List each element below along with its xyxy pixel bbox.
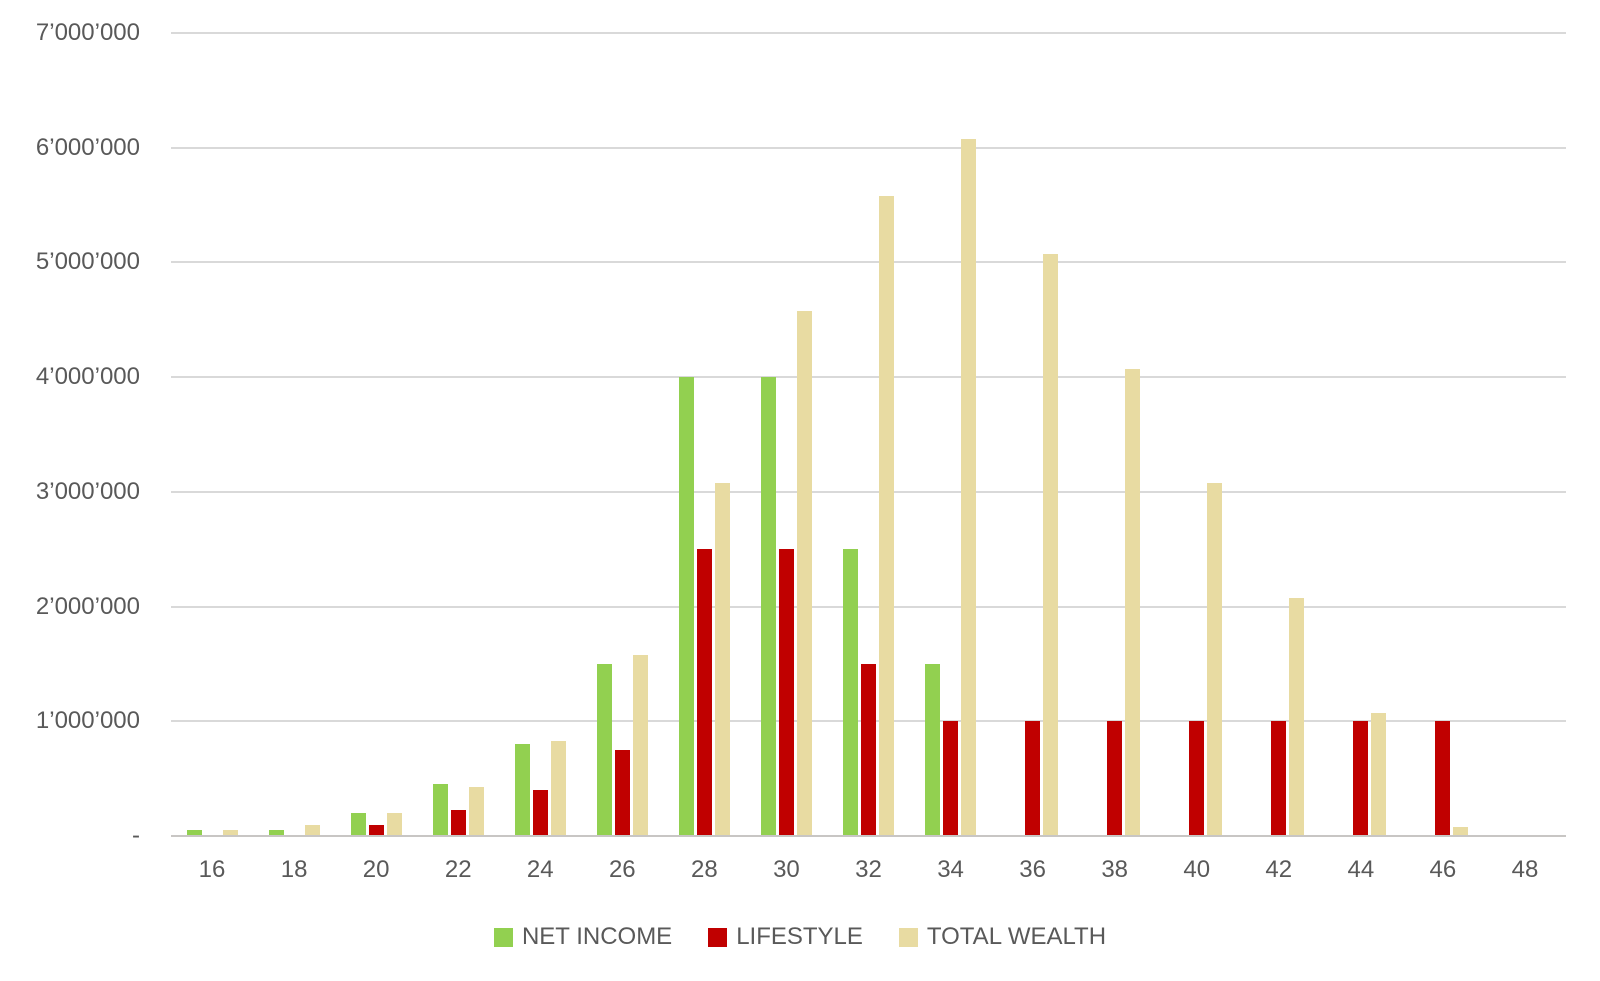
bar-total-wealth-age-24 [550, 741, 566, 836]
x-axis-tick-label-28: 28 [691, 856, 718, 883]
gridline-2000000 [171, 605, 1566, 608]
x-axis-tick-label-22: 22 [444, 856, 472, 883]
x-axis-tick-label-42: 42 [1265, 856, 1293, 883]
legend-swatch-net-income-icon [493, 927, 513, 947]
x-axis-line [171, 835, 1566, 837]
bar-net-income-age-16 [186, 830, 202, 836]
bar-total-wealth-age-40 [1207, 483, 1223, 836]
bar-total-wealth-age-30 [796, 311, 812, 836]
bar-net-income-age-34 [925, 663, 941, 836]
bar-net-income-age-20 [350, 813, 366, 836]
bar-lifestyle-age-44 [1353, 721, 1369, 836]
bar-lifestyle-age-30 [778, 549, 794, 836]
bar-net-income-age-30 [760, 377, 776, 836]
bar-total-wealth-age-34 [961, 139, 977, 836]
bar-lifestyle-age-34 [943, 721, 959, 836]
gridline-7000000 [171, 32, 1566, 34]
y-axis-tick-label-0: - [132, 822, 140, 849]
bar-total-wealth-age-38 [1125, 368, 1141, 836]
bar-total-wealth-age-46 [1453, 827, 1469, 836]
x-axis-tick-label-46: 46 [1429, 856, 1457, 883]
y-axis-tick-label-3000000: 3’000’000 [35, 477, 140, 505]
y-axis-tick-label-4000000: 4’000’000 [35, 363, 140, 391]
bar-lifestyle-age-42 [1271, 721, 1287, 836]
gridline-6000000 [171, 146, 1566, 149]
bar-lifestyle-age-32 [861, 663, 876, 836]
x-axis-tick-label-40: 40 [1183, 856, 1211, 883]
x-axis-tick-label-20: 20 [362, 856, 390, 883]
legend-item-net-income: NET INCOME [493, 923, 673, 951]
bar-lifestyle-age-20 [368, 824, 384, 836]
x-axis-tick-label-36: 36 [1019, 856, 1046, 883]
bar-net-income-age-18 [268, 830, 284, 836]
legend-label-lifestyle: LIFESTYLE [736, 923, 863, 950]
x-axis-tick-label-38: 38 [1101, 856, 1129, 883]
bar-net-income-age-28 [678, 377, 694, 836]
bar-total-wealth-age-36 [1043, 253, 1059, 836]
y-axis-tick-label-2000000: 2’000’000 [35, 592, 140, 620]
x-axis-tick-label-34: 34 [937, 856, 964, 883]
bar-net-income-age-26 [596, 663, 612, 836]
bar-total-wealth-age-16 [222, 830, 238, 836]
y-axis-tick-label-7000000: 7’000’000 [35, 19, 140, 46]
bar-lifestyle-age-26 [614, 749, 630, 836]
bar-lifestyle-age-28 [696, 549, 712, 836]
bar-total-wealth-age-42 [1289, 597, 1305, 836]
bar-total-wealth-age-22 [468, 787, 484, 836]
bar-net-income-age-22 [432, 784, 448, 836]
x-axis-tick-label-32: 32 [855, 856, 882, 883]
bar-total-wealth-age-44 [1371, 712, 1387, 836]
bar-total-wealth-age-18 [304, 824, 320, 836]
bar-total-wealth-age-28 [714, 483, 730, 836]
bar-lifestyle-age-36 [1025, 721, 1041, 836]
bar-net-income-age-32 [843, 549, 858, 836]
bar-net-income-age-24 [514, 744, 530, 836]
legend-label-net-income: NET INCOME [521, 923, 673, 950]
x-axis-tick-label-30: 30 [773, 856, 800, 883]
gridline-5000000 [171, 261, 1566, 264]
bar-lifestyle-age-22 [450, 810, 466, 836]
gridline-4000000 [171, 376, 1566, 379]
bar-lifestyle-age-38 [1107, 721, 1123, 836]
legend-item-lifestyle: LIFESTYLE [708, 923, 863, 951]
gridline-3000000 [171, 490, 1566, 493]
x-axis-tick-label-18: 18 [280, 856, 308, 883]
x-axis-tick-label-16: 16 [198, 856, 226, 883]
y-axis-tick-label-6000000: 6’000’000 [35, 133, 140, 161]
y-axis-tick-label-1000000: 1’000’000 [35, 707, 140, 735]
bar-total-wealth-age-32 [879, 196, 894, 836]
bar-total-wealth-age-20 [386, 813, 402, 836]
x-axis-tick-label-26: 26 [608, 856, 636, 883]
y-axis-tick-label-5000000: 5’000’000 [35, 248, 140, 276]
bar-lifestyle-age-46 [1435, 721, 1451, 836]
legend-swatch-total-wealth-icon [898, 927, 918, 947]
bar-total-wealth-age-26 [632, 655, 648, 836]
legend: NET INCOME LIFESTYLE TOTAL WEALTH [0, 921, 1600, 953]
legend-swatch-lifestyle-icon [708, 927, 728, 947]
x-axis-tick-label-24: 24 [526, 856, 554, 883]
x-axis-tick-label-48: 48 [1511, 856, 1539, 883]
legend-label-total-wealth: TOTAL WEALTH [926, 923, 1107, 950]
bar-lifestyle-age-40 [1189, 721, 1205, 836]
legend-item-total-wealth: TOTAL WEALTH [898, 923, 1107, 951]
bar-lifestyle-age-24 [532, 790, 548, 836]
x-axis-tick-label-44: 44 [1347, 856, 1375, 883]
